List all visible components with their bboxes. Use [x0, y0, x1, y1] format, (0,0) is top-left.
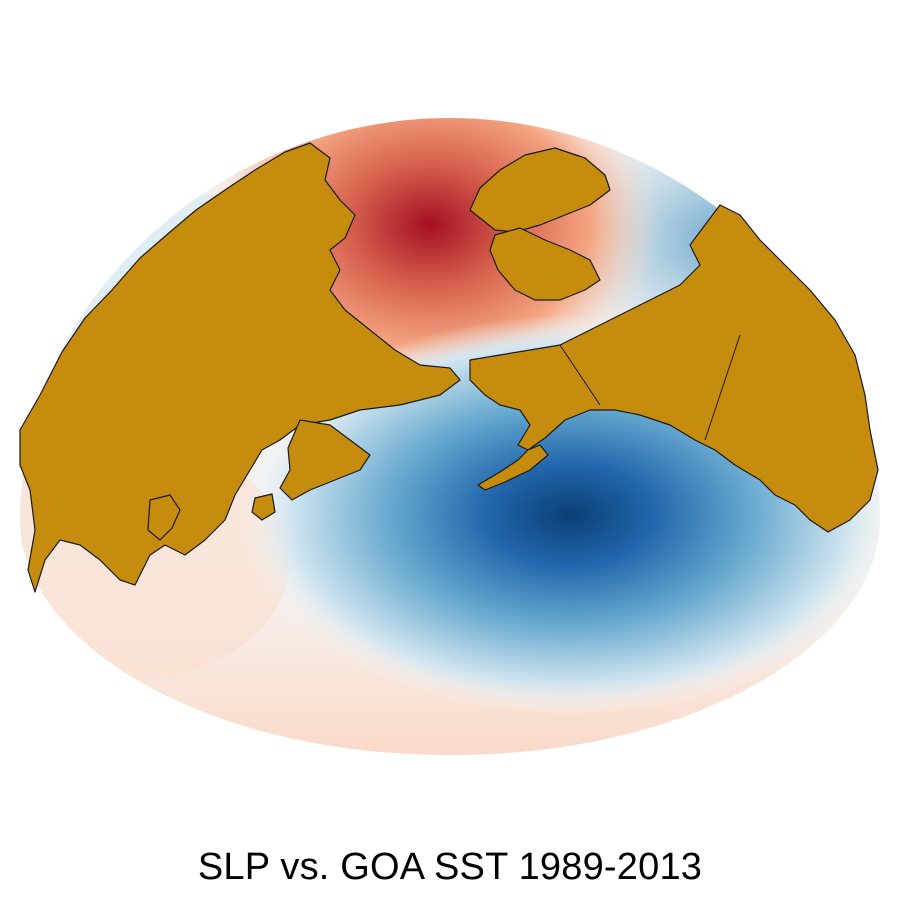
map-title: SLP vs. GOA SST 1989-2013 [197, 846, 703, 888]
borders [559, 334, 741, 441]
border-alaska-canada [559, 344, 601, 406]
landmass-alaska-peninsula [477, 444, 549, 491]
landmass-hokkaido [251, 493, 276, 521]
landmass-eurasia [19, 142, 461, 593]
landmass-north-america [469, 204, 879, 533]
border-canada-usa [704, 334, 741, 441]
landmass-kamchatka [279, 419, 371, 501]
landmass-japan [147, 494, 181, 541]
land-masses [19, 142, 879, 593]
landmass-canadian-archipelago [489, 227, 601, 301]
